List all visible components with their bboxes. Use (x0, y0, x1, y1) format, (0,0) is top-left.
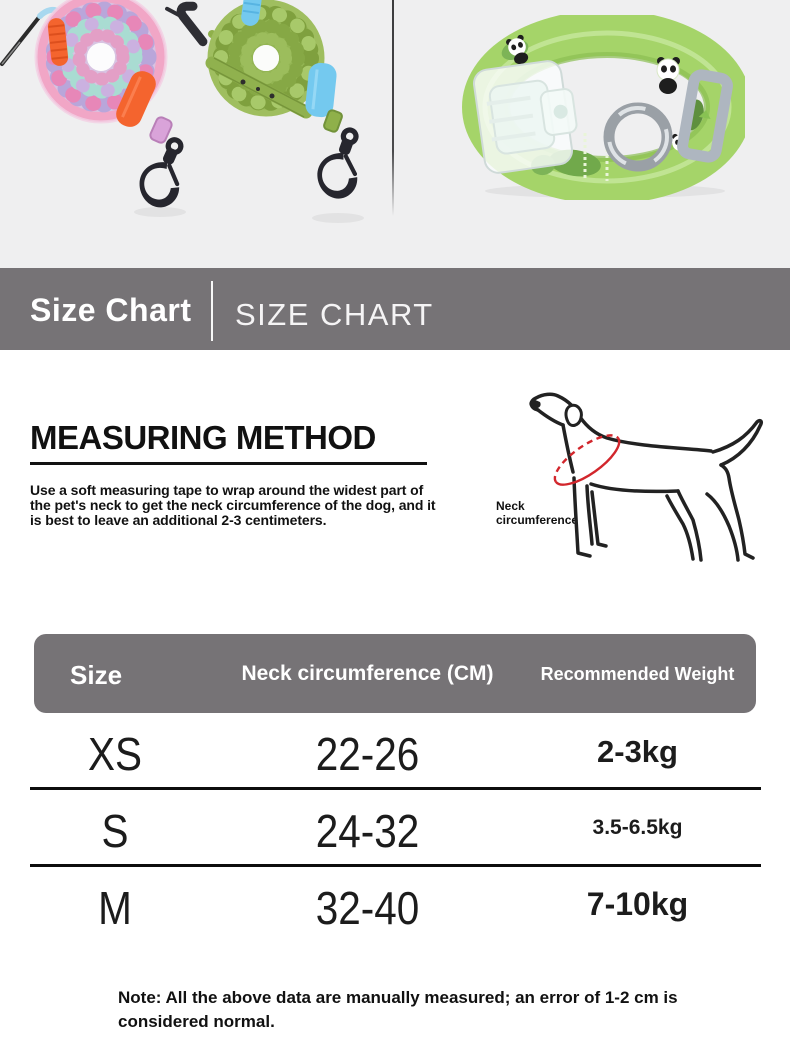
table-row-divider (30, 864, 761, 867)
banner-divider (211, 281, 213, 341)
lilac-link (149, 116, 173, 144)
table-cell-neck: 22-26 (315, 728, 420, 780)
table-cell-weight: 3.5-6.5kg (592, 816, 683, 839)
table-cell-weight: 7-10kg (586, 886, 689, 922)
table-cell-size: XS (87, 728, 143, 780)
green-link (323, 109, 343, 133)
table-header-row (34, 634, 756, 713)
blue-sleeve (305, 62, 337, 118)
table-cell-neck: 24-32 (315, 805, 420, 857)
table-cell-size: M (98, 882, 132, 934)
table-cell-size: S (101, 805, 129, 857)
column-header-neck: Neck circumference (CM) (241, 662, 494, 685)
green-leash-illustration (165, 0, 374, 223)
column-header-size: Size (70, 660, 123, 690)
metal-d-ring (603, 102, 673, 172)
table-cell-weight: 2-3kg (597, 734, 678, 769)
measuring-method-heading: MEASURING METHOD (30, 419, 376, 456)
black-clip (165, 1, 208, 47)
panda-print (656, 57, 680, 94)
bungee-leashes-product-image (0, 0, 395, 223)
pink-leash-illustration (0, 0, 198, 217)
banner-subtitle: SIZE CHART (235, 297, 434, 332)
hero-product-section (0, 0, 790, 268)
orange-grip (47, 18, 69, 66)
photo-divider-line (392, 0, 394, 216)
heading-underline (30, 462, 427, 465)
panda-print (506, 34, 529, 65)
table-cell-neck: 32-40 (315, 882, 420, 934)
table-row-divider (30, 787, 761, 790)
column-header-weight: Recommended Weight (540, 664, 735, 684)
carabiner-hook (132, 133, 198, 213)
panda-collar-product-image (462, 15, 745, 200)
blue-grip (241, 0, 263, 26)
neck-circumference-label: Neck circumference (496, 499, 579, 527)
clear-buckle (473, 60, 578, 174)
banner-title: Size Chart (30, 292, 192, 328)
measuring-ellipse (553, 434, 621, 486)
size-chart-banner: Size Chart SIZE CHART (0, 268, 790, 350)
measurement-note: Note: All the above data are manually me… (118, 988, 678, 1031)
dog-ear (564, 403, 583, 427)
dog-measuring-diagram (529, 392, 763, 562)
dog-nose (529, 399, 541, 409)
gray-slider (677, 69, 733, 163)
measuring-method-text: Use a soft measuring tape to wrap around… (30, 482, 436, 528)
carabiner-hook (311, 124, 374, 204)
orange-sleeve (116, 71, 156, 127)
